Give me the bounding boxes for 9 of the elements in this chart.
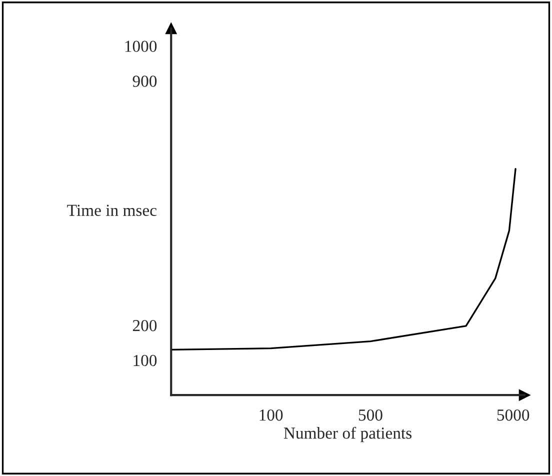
y-tick-label: 1000	[125, 40, 157, 52]
y-tick-label: 200	[132, 320, 157, 332]
y-tick-label: 900	[132, 76, 157, 87]
y-tick-label: 100	[134, 354, 157, 366]
x-tick-label: 5000	[497, 409, 530, 421]
x-tick-label: 100	[260, 409, 283, 421]
y-axis-title: Time in msec	[67, 204, 156, 216]
x-tick-label: 500	[358, 409, 382, 421]
x-axis-title: Number of patients	[284, 426, 412, 442]
